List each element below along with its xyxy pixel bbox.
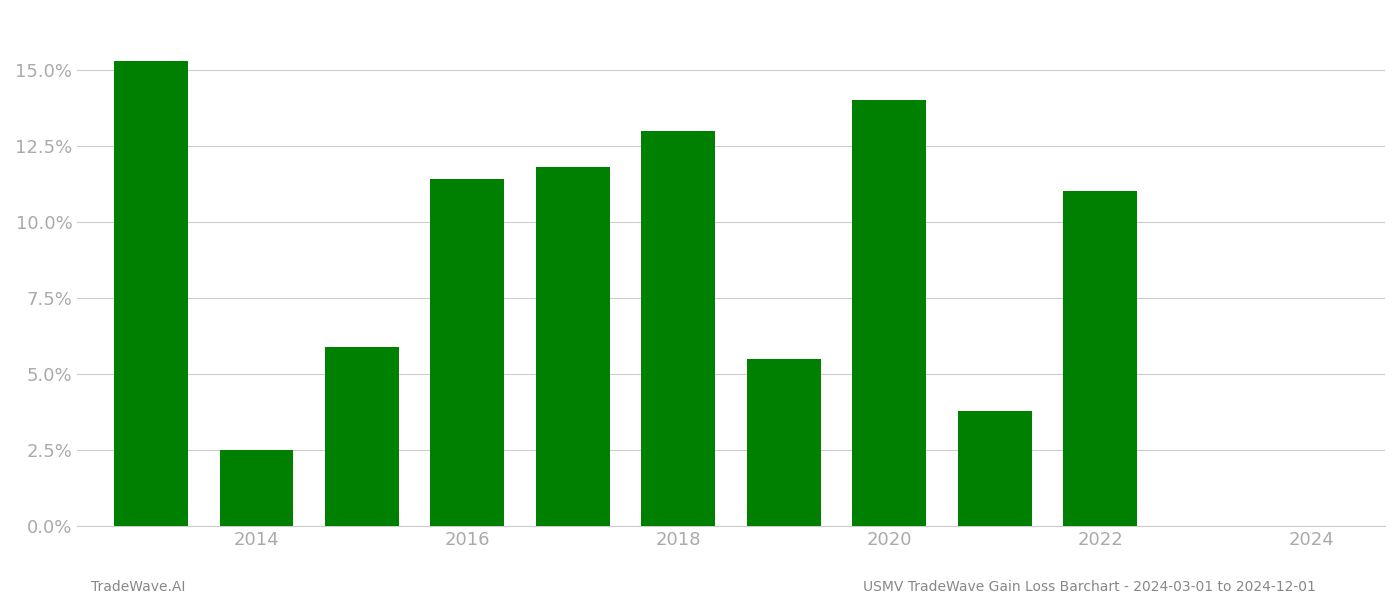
- Bar: [958, 410, 1032, 526]
- Bar: [746, 359, 820, 526]
- Bar: [853, 100, 927, 526]
- Bar: [113, 61, 188, 526]
- Bar: [536, 167, 610, 526]
- Bar: [641, 131, 715, 526]
- Text: USMV TradeWave Gain Loss Barchart - 2024-03-01 to 2024-12-01: USMV TradeWave Gain Loss Barchart - 2024…: [864, 580, 1316, 594]
- Bar: [325, 347, 399, 526]
- Bar: [220, 450, 294, 526]
- Text: TradeWave.AI: TradeWave.AI: [91, 580, 185, 594]
- Bar: [430, 179, 504, 526]
- Bar: [1064, 191, 1137, 526]
